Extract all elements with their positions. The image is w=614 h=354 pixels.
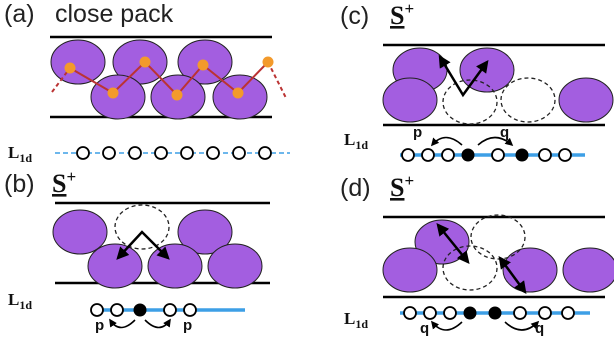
hop-curve [505,322,538,330]
site [140,57,151,68]
chain-base: L [8,290,19,309]
empty-site [184,304,196,316]
empty-site [492,149,504,161]
panel-label: (d) [340,174,371,202]
chain-label: L1d [344,130,368,152]
chain-sub: 1d [19,151,32,165]
chain-label: L1d [344,309,368,331]
hop-label: p [413,124,422,141]
hop-label: q [500,124,509,141]
empty-site [181,147,193,159]
panel-label: (b) [4,170,35,198]
empty-site [91,304,103,316]
empty-site [259,147,271,159]
empty-site [404,307,416,319]
hop-curve [145,320,170,328]
empty-site [155,147,167,159]
particle [383,248,437,292]
title-base: S [390,173,404,202]
title-base: S [390,1,404,30]
chain-sub: 1d [355,317,368,331]
occupied-site [516,149,529,162]
chain-sub: 1d [19,298,32,312]
title-sup: + [404,0,414,18]
panel-label: (a) [4,0,35,28]
empty-site [514,307,526,319]
zigzag-end [268,62,286,98]
panel-title: close pack [55,0,174,28]
hop-curve [110,320,135,328]
occupied-site [134,304,147,317]
particle [208,244,262,288]
vacancy [115,205,169,249]
particle [88,244,142,288]
chain-label: L1d [8,290,32,312]
particle [148,244,202,288]
particle [563,248,614,292]
site [263,57,274,68]
hop-label: q [420,320,429,337]
empty-site [111,304,123,316]
empty-site [539,307,551,319]
vacancy [443,246,497,290]
chain-base: L [344,309,355,328]
body: {"panels": [ {"label": "(a)", "title": "… [0,0,614,354]
figure: (a)close packL1d(b)S+L1dpp(c)S+L1dpq(d)S… [0,0,614,354]
occupied-site [489,307,502,320]
particle [53,210,107,254]
panel-title: S+ [390,171,414,202]
hop-label: q [535,320,544,337]
hop-label: p [95,317,104,334]
panel-title: S+ [390,0,414,30]
chain-base: L [8,143,19,162]
page: body { margin: 0; background: #fff; } sv… [0,0,614,354]
chain-sub: 1d [355,138,368,152]
title-sup: + [404,171,414,190]
particle [91,75,145,119]
vacancy [501,78,555,122]
empty-site [129,147,141,159]
empty-site [562,307,574,319]
site [198,60,209,71]
panel-title: S+ [52,167,76,198]
site [172,90,183,101]
empty-site [207,147,219,159]
empty-site [539,149,551,161]
chain-base: L [344,130,355,149]
particle [51,40,105,84]
occupied-site [462,149,475,162]
site [233,88,244,99]
empty-site [444,307,456,319]
empty-site [422,149,434,161]
empty-site [103,147,115,159]
hop-label: p [183,317,192,334]
chain-label: L1d [8,143,32,165]
site [108,88,119,99]
empty-site [424,307,436,319]
particle [503,248,557,292]
particle [559,78,613,122]
site [65,63,76,74]
panel-label: (c) [340,2,369,30]
empty-site [442,149,454,161]
empty-site [402,149,414,161]
empty-site [164,304,176,316]
hop-curve [432,138,462,146]
title-sup: + [66,167,76,186]
empty-site [77,147,89,159]
empty-site [559,149,571,161]
particle [383,78,437,122]
empty-site [233,147,245,159]
hop-curve [432,322,462,330]
occupied-site [464,307,477,320]
title-base: S [52,169,66,198]
